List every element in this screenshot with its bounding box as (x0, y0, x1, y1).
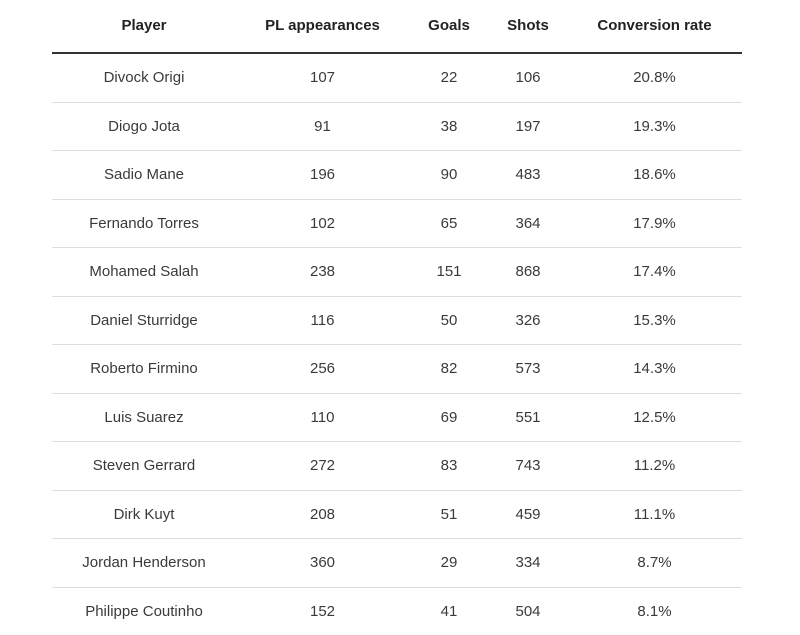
header-shots: Shots (489, 0, 567, 54)
player-name-cell: Mohamed Salah (52, 247, 236, 297)
appearances-cell: 102 (236, 199, 409, 248)
shots-cell: 573 (489, 344, 567, 394)
goals-cell: 50 (409, 296, 489, 345)
conversion-rate-cell: 15.3% (567, 296, 742, 345)
player-name-cell: Daniel Sturridge (52, 296, 236, 345)
shots-cell: 106 (489, 53, 567, 103)
shots-cell: 459 (489, 490, 567, 539)
goals-cell: 151 (409, 247, 489, 297)
table-row: Roberto Firmino 256 82 573 14.3% (52, 344, 742, 394)
shots-cell: 868 (489, 247, 567, 297)
conversion-rate-cell: 17.9% (567, 199, 742, 248)
appearances-cell: 238 (236, 247, 409, 297)
player-conversion-table: Player PL appearances Goals Shots Conver… (52, 0, 742, 635)
goals-cell: 41 (440, 602, 458, 620)
appearances-cell: 196 (236, 150, 409, 200)
table-row: Sadio Mane 196 90 483 18.6% (52, 150, 742, 200)
appearances-cell: 116 (236, 296, 409, 345)
appearances-cell: 272 (236, 441, 409, 491)
player-name-cell: Philippe Coutinho (85, 602, 203, 620)
goals-cell: 51 (409, 490, 489, 539)
table-row: Daniel Sturridge 116 50 326 15.3% (52, 296, 742, 345)
conversion-rate-cell: 8.7% (567, 538, 742, 588)
table-row: Philippe Coutinho 152 41 504 8.1% (52, 587, 742, 635)
table-body: Divock Origi 107 22 106 20.8% Diogo Jota 91 38 1… (52, 53, 742, 635)
conversion-rate-cell: 20.8% (567, 53, 742, 103)
player-name-cell: Jordan Henderson (52, 538, 236, 588)
player-name-cell: Divock Origi (52, 53, 236, 103)
shots-cell: 326 (489, 296, 567, 345)
shots-cell: 197 (489, 102, 567, 151)
table-row: Steven Gerrard 272 83 743 11.2% (52, 441, 742, 491)
goals-cell: 22 (409, 53, 489, 103)
shots-cell: 504 (515, 602, 541, 620)
player-name-cell: Fernando Torres (52, 199, 236, 248)
appearances-cell: 208 (236, 490, 409, 539)
header-pl-appearances: PL appearances (236, 0, 409, 54)
goals-cell: 38 (409, 102, 489, 151)
table-row: Dirk Kuyt 208 51 459 11.1% (52, 490, 742, 539)
conversion-rate-cell: 11.2% (567, 441, 742, 491)
header-row: Player PL appearances Goals Shots Conver… (52, 0, 742, 54)
appearances-cell: 152 (309, 602, 336, 620)
player-name-cell: Diogo Jota (52, 102, 236, 151)
shots-cell: 551 (489, 393, 567, 442)
shots-cell: 743 (489, 441, 567, 491)
goals-cell: 83 (409, 441, 489, 491)
stats-table-container: Player PL appearances Goals Shots Conver… (52, 0, 742, 635)
conversion-rate-cell: 11.1% (567, 490, 742, 539)
header-pl-appearances-label: PL appearances (265, 16, 380, 34)
shots-cell: 364 (489, 199, 567, 248)
appearances-cell: 256 (236, 344, 409, 394)
table-row: Mohamed Salah 238 151 868 17.4% (52, 247, 742, 297)
header-goals: Goals (409, 0, 489, 54)
appearances-cell: 360 (236, 538, 409, 588)
table-row: Divock Origi 107 22 106 20.8% (52, 53, 742, 103)
appearances-cell: 91 (236, 102, 409, 151)
conversion-rate-cell: 12.5% (567, 393, 742, 442)
player-name-cell: Roberto Firmino (52, 344, 236, 394)
conversion-rate-cell: 19.3% (567, 102, 742, 151)
shots-cell: 334 (489, 538, 567, 588)
player-name-cell: Sadio Mane (52, 150, 236, 200)
header-shots-label: Shots (507, 16, 549, 34)
player-name-cell: Steven Gerrard (52, 441, 236, 491)
goals-cell: 65 (409, 199, 489, 248)
table-header: Player PL appearances Goals Shots Conver… (52, 0, 742, 54)
conversion-rate-cell: 14.3% (567, 344, 742, 394)
header-player-label: Player (121, 16, 167, 34)
appearances-cell: 107 (236, 53, 409, 103)
appearances-cell: 110 (236, 393, 409, 442)
player-name-cell: Luis Suarez (52, 393, 236, 442)
header-goals-label: Goals (428, 16, 470, 34)
conversion-rate-cell: 8.1% (637, 602, 672, 620)
header-conversion-rate: Conversion rate (567, 0, 742, 54)
goals-cell: 82 (409, 344, 489, 394)
table-row: Jordan Henderson 360 29 334 8.7% (52, 538, 742, 588)
player-name-cell: Dirk Kuyt (52, 490, 236, 539)
header-conversion-rate-label: Conversion rate (597, 16, 712, 34)
goals-cell: 29 (409, 538, 489, 588)
table-row: Luis Suarez 110 69 551 12.5% (52, 393, 742, 442)
conversion-rate-cell: 17.4% (567, 247, 742, 297)
table-row: Diogo Jota 91 38 197 19.3% (52, 102, 742, 151)
header-player: Player (52, 0, 236, 54)
conversion-rate-cell: 18.6% (567, 150, 742, 200)
table-row: Fernando Torres 102 65 364 17.9% (52, 199, 742, 248)
shots-cell: 483 (489, 150, 567, 200)
goals-cell: 90 (409, 150, 489, 200)
goals-cell: 69 (409, 393, 489, 442)
